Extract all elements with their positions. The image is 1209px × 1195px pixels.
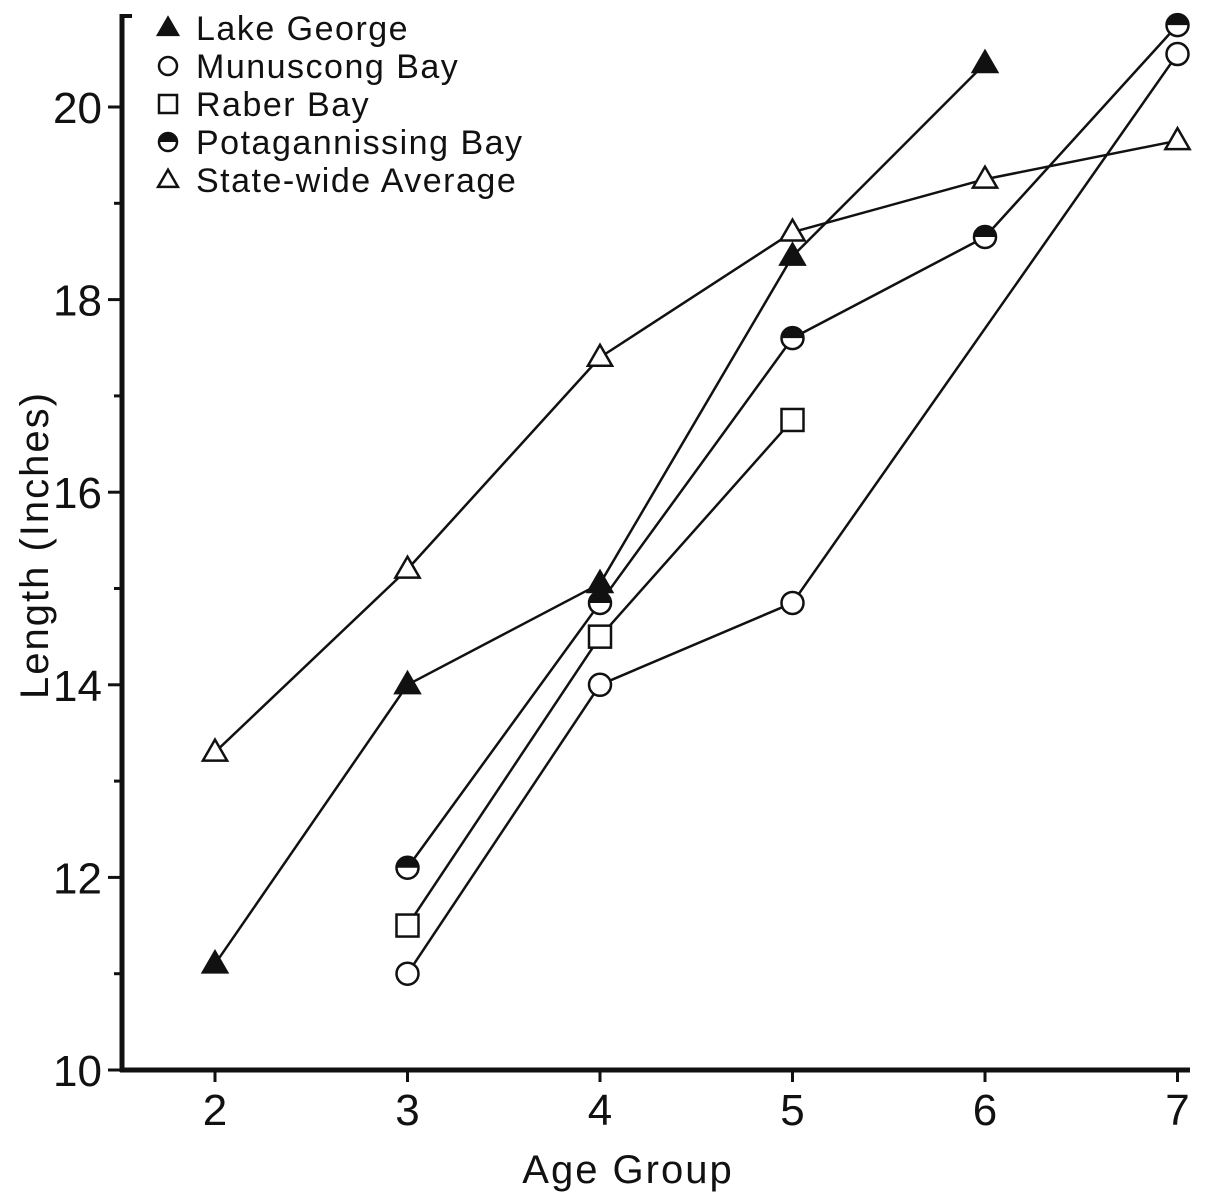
legend-label-potagannissing-bay: Potagannissing Bay [196,124,524,162]
data-point-munuscong-bay [587,672,613,698]
half-circle-fill [589,591,611,603]
y-tick-label: 14 [53,662,102,711]
x-tick-label: 3 [395,1086,419,1135]
half-circle-fill [781,327,804,339]
open-triangle-shape [970,164,1000,189]
data-point-potagannissing-bay [395,855,420,881]
open-triangle-shape [1163,125,1192,151]
data-point-raber-bay [587,624,613,649]
open-square-shape [780,407,805,433]
legend-label-raber-bay: Raber Bay [196,86,370,124]
filled-triangle-shape [970,48,1000,74]
y-tick-label: 18 [53,277,102,326]
half-circle-fill [159,133,177,142]
data-point-potagannissing-bay [1165,12,1190,38]
open-circle-shape [157,55,179,77]
data-point-state-wide-average [393,554,422,579]
open-circle-shape [587,672,613,698]
data-point-lake-george [970,48,1000,74]
filled-triangle-shape [155,15,181,37]
filled-triangle-shape [200,949,230,974]
filled-triangle-shape [393,669,422,695]
legend-marker-raber-bay [157,93,179,115]
y-tick-label: 20 [53,84,102,133]
legend-label-state-wide-average: State-wide Average [196,162,517,200]
y-axis-title: Length (Inches) [13,391,57,699]
x-axis-title: Age Group [522,1148,733,1192]
open-triangle-shape [155,167,181,189]
data-point-lake-george [585,568,615,594]
data-point-potagannissing-bay [780,325,805,351]
data-point-raber-bay [780,407,805,433]
data-point-potagannissing-bay [972,224,998,250]
legend-marker-potagannissing-bay [157,131,179,153]
open-square-shape [157,93,179,115]
open-square-shape [587,624,613,649]
data-point-munuscong-bay [395,961,420,986]
filled-triangle-shape [585,568,615,594]
data-point-lake-george [200,949,230,974]
half-circle-fill [396,856,419,868]
open-triangle-shape [200,737,230,762]
x-tick-label: 6 [973,1086,997,1135]
data-point-state-wide-average [200,737,230,762]
x-tick-label: 4 [588,1086,612,1135]
data-point-potagannissing-bay [587,590,613,616]
data-point-lake-george [778,241,807,266]
x-tick-label: 7 [1165,1086,1189,1135]
series-line-munuscong-bay [406,53,1179,975]
ticks: 10 12 14 16 18 20 2 3 4 5 6 7 [53,84,1190,1135]
data-point-state-wide-average [585,342,615,367]
data-point-lake-george [393,669,422,695]
y-tick-label: 12 [53,854,102,903]
data-point-raber-bay [395,913,420,938]
series-markers [200,12,1192,986]
y-tick-label: 16 [53,469,102,518]
half-circle-fill [1166,14,1189,26]
legend-label-munuscong-bay: Munuscong Bay [196,48,459,86]
open-triangle-shape [585,342,615,367]
legend-marker-munuscong-bay [157,55,179,77]
half-circle-fill [974,226,996,238]
data-point-state-wide-average [970,164,1000,189]
data-point-state-wide-average [1163,125,1192,151]
filled-triangle-shape [778,241,807,266]
data-point-munuscong-bay [1165,41,1190,67]
open-triangle-shape [393,554,422,579]
open-circle-shape [780,590,805,616]
y-tick-label: 10 [53,1047,102,1096]
axes [119,14,1190,1073]
open-circle-shape [1165,41,1190,67]
open-triangle-shape [778,217,807,242]
x-tick-label: 2 [203,1086,227,1135]
open-square-shape [395,913,420,938]
series-line-state-wide-average [214,139,1178,754]
series-lines [213,24,1179,975]
x-tick-label: 5 [780,1086,804,1135]
legend-marker-state-wide-average [155,167,181,189]
data-point-munuscong-bay [780,590,805,616]
legend-marker-lake-george [155,15,181,37]
data-point-state-wide-average [778,217,807,242]
open-circle-shape [395,961,420,986]
legend-label-lake-george: Lake George [196,10,409,48]
